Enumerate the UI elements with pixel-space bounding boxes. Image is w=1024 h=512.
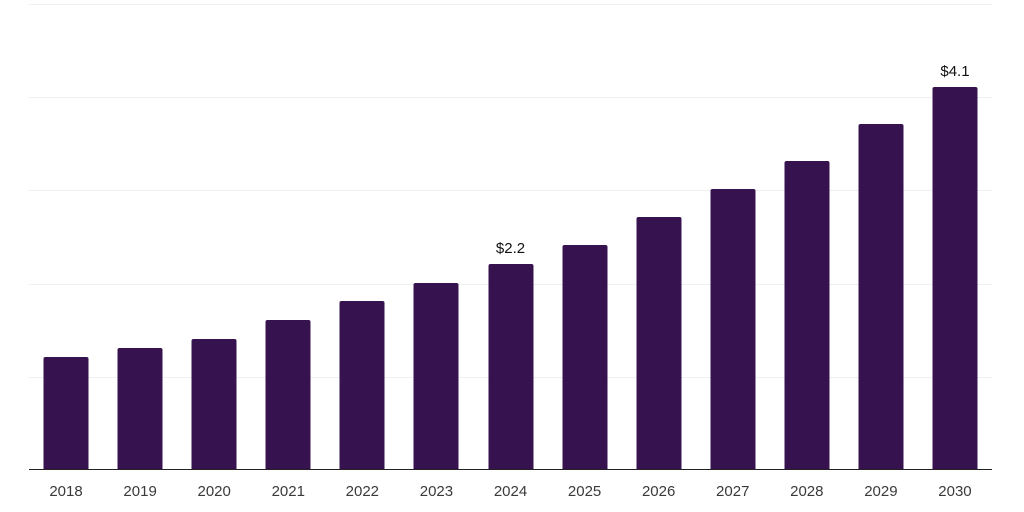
bar-2030 [932,87,978,469]
bar-value-label-2030: $4.1 [940,63,970,80]
x-tick-label-2019: 2019 [123,483,157,500]
x-tick-label-2029: 2029 [864,483,898,500]
bar-2020 [191,339,237,469]
bar-2019 [117,348,163,469]
bar-2023 [413,283,459,469]
bar-slot-2027 [696,4,770,469]
bar-2028 [784,161,830,469]
x-tick-label-2026: 2026 [641,483,676,500]
bar-slot-2020 [177,4,251,469]
x-tick-label-2030: 2030 [938,483,972,500]
bars-container: $2.2 $4.1 [29,4,992,469]
bar-slot-2021 [251,4,325,469]
bar-slot-2029 [844,4,918,469]
x-tick-label-2018: 2018 [49,483,83,500]
bar-2025 [562,245,608,469]
x-tick-label-2025: 2025 [567,483,602,500]
x-tick-label-2024: 2024 [493,483,528,500]
bar-slot-2023 [399,4,473,469]
bar-slot-2018 [29,4,103,469]
bar-slot-2019 [103,4,177,469]
x-tick-label-2028: 2028 [790,483,824,500]
bar-2022 [339,301,385,469]
plot-area: $2.2 $4.1 [29,4,992,470]
bar-value-label-2024: $2.2 [495,240,526,257]
bar-2024 [488,264,533,469]
gridline-3 [29,190,992,192]
x-tick-label-2020: 2020 [197,483,231,500]
bar-slot-2030: $4.1 [918,4,992,469]
gridline-4 [29,97,992,99]
bar-2026 [636,217,682,469]
bar-2027 [710,189,756,469]
bar-2029 [858,124,904,469]
x-axis: 2018 2019 2020 2021 2022 2023 2024 2025 2026 2027… [29,483,992,500]
bar-slot-2026 [622,4,696,469]
bar-slot-2022 [325,4,399,469]
bar-2021 [265,320,311,469]
x-tick-label-2021: 2021 [271,483,305,500]
bar-slot-2028 [770,4,844,469]
bar-slot-2024: $2.2 [473,4,547,469]
x-tick-label-2027: 2027 [716,483,750,500]
x-tick-label-2023: 2023 [419,483,454,500]
gridline-5 [29,4,992,5]
bar-2018 [43,357,89,469]
bar-slot-2025 [548,4,622,469]
x-tick-label-2022: 2022 [345,483,380,500]
